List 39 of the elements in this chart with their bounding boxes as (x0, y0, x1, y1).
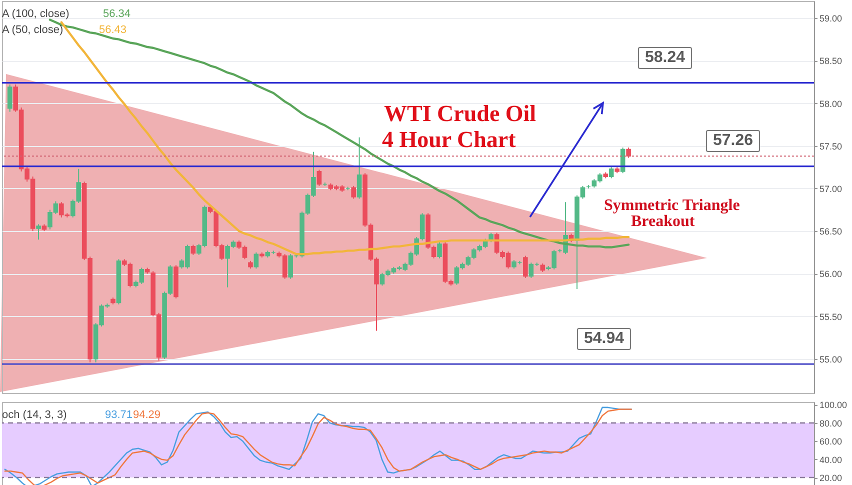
candlestick (36, 224, 41, 240)
y-tick-label: 56.00 (820, 269, 842, 280)
annotation: 94.29 (133, 409, 161, 421)
candlestick (190, 244, 196, 256)
candlestick (626, 147, 631, 158)
y-tick-label: 100.00 (820, 400, 848, 410)
candlestick (351, 185, 356, 200)
candlestick (523, 255, 528, 278)
y-tick-label: 80.00 (820, 418, 842, 428)
ref-line-label: 58.24 (638, 46, 692, 69)
candlestick (7, 84, 12, 112)
y-tick-label: 59.00 (820, 14, 842, 24)
y-tick-label: 55.50 (820, 312, 842, 322)
candlestick (356, 136, 362, 200)
y-tick-label: 58.50 (820, 56, 842, 66)
y-tick-label: 60.00 (820, 436, 842, 447)
annotation: och (14, 3, 3) (2, 409, 67, 421)
ref-line-label: 57.26 (706, 130, 760, 152)
annotation: WTI Crude Oil (384, 101, 536, 126)
y-tick-label: 20.00 (820, 473, 842, 484)
ref-line-label: 54.94 (576, 328, 632, 350)
annotation: A (50, close) (2, 24, 64, 36)
y-tick-label: 56.50 (820, 226, 842, 237)
annotation: 56.34 (103, 8, 131, 20)
y-tick-label: 57.00 (820, 184, 842, 194)
candlestick (254, 252, 259, 270)
candlestick (316, 169, 322, 186)
annotation: 56.43 (99, 24, 127, 36)
y-tick-label: 40.00 (820, 454, 842, 465)
annotation: A (100, close) (2, 8, 70, 20)
y-tick-label: 58.00 (820, 98, 842, 109)
annotation: 4 Hour Chart (382, 127, 516, 152)
annotation: 93.71 (105, 409, 133, 421)
candlestick (608, 166, 614, 179)
annotation: Breakout (631, 213, 696, 230)
y-tick-label: 57.50 (820, 141, 842, 152)
annotation: Symmetric Triangle (604, 197, 740, 214)
y-tick-label: 55.00 (820, 354, 842, 364)
candlestick (437, 242, 442, 259)
